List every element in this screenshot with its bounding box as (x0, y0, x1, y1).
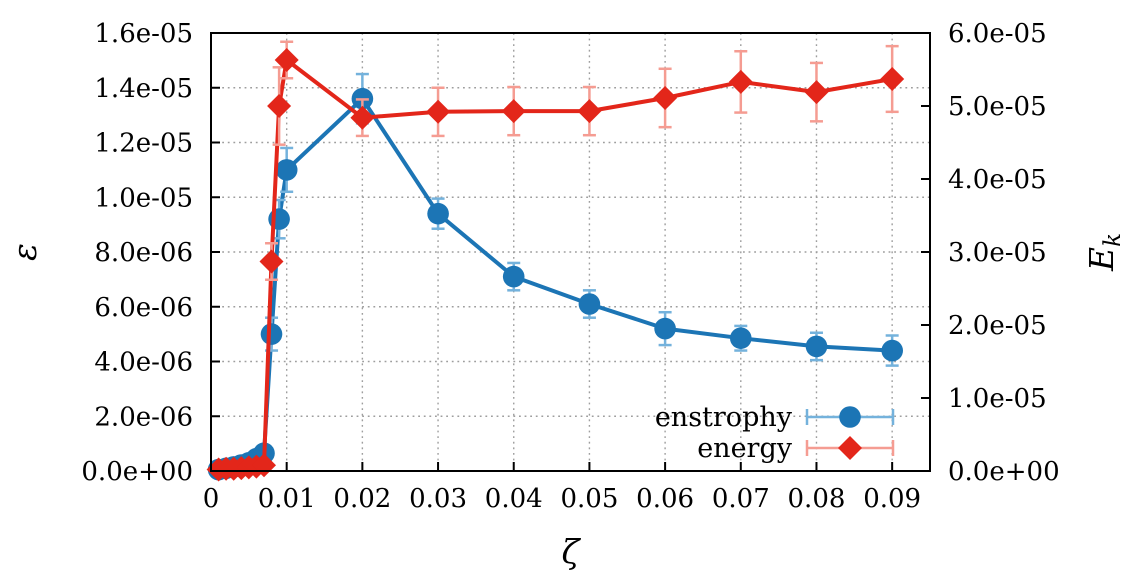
legend-marker-circle (839, 406, 861, 428)
y-tick-label: 1.0e-05 (94, 183, 193, 213)
x-tick-label: 0.08 (788, 484, 846, 514)
x-tick-label: 0.01 (258, 484, 316, 514)
energy-series (206, 40, 905, 482)
data-point-diamond (728, 69, 753, 94)
x-tick-label: 0.07 (712, 484, 770, 514)
y2-tick-label: 3.0e-05 (948, 238, 1047, 268)
y2-tick-label: 1.0e-05 (948, 384, 1047, 414)
y-tick-label: 6.0e-06 (94, 293, 193, 323)
tick-labels: 0 0.01 0.02 0.03 0.04 0.05 0.06 0.07 0.08 0.09 0.0… (81, 19, 1059, 514)
y-axis-label: ε (5, 243, 44, 261)
plot-border (210, 32, 931, 472)
data-point-circle (730, 327, 752, 350)
data-point-diamond (501, 99, 526, 124)
y2-tick-label: 6.0e-05 (948, 19, 1047, 49)
y-tick-label: 4.0e-06 (94, 348, 193, 378)
y-tick-label: 1.6e-05 (94, 19, 193, 49)
data-point-diamond (804, 80, 829, 105)
legend-label-enstrophy: enstrophy (655, 402, 793, 433)
y-tick-label: 1.4e-05 (94, 74, 193, 104)
enstrophy-error-bars (212, 72, 899, 472)
data-point-diamond (880, 67, 905, 91)
data-point-circle (275, 159, 298, 181)
data-point-circle (427, 202, 449, 225)
x-tick-label: 0.03 (409, 484, 467, 514)
grid-lines (211, 33, 930, 471)
data-point-circle (881, 339, 903, 362)
x-tick-label: 0 (203, 484, 220, 514)
legend-marker-diamond (838, 436, 862, 460)
y-tick-label: 0.0e+00 (81, 457, 193, 487)
data-point-diamond (426, 99, 451, 124)
y2-axis-label: Ek (1082, 233, 1126, 272)
data-point-circle (805, 335, 828, 358)
data-point-diamond (577, 99, 602, 124)
y-tick-label: 1.2e-05 (94, 129, 193, 159)
data-point-diamond (350, 105, 375, 130)
data-point-diamond (653, 86, 678, 110)
data-point-circle (654, 317, 676, 340)
x-axis-label: ζ (562, 532, 582, 571)
energy-markers (206, 48, 905, 482)
energy-error-bars (212, 40, 899, 473)
data-point-circle (502, 265, 525, 288)
data-point-circle (260, 323, 283, 345)
y-tick-label: 8.0e-06 (94, 238, 193, 268)
x-tick-label: 0.04 (485, 484, 543, 514)
y2-tick-label: 4.0e-05 (948, 165, 1047, 195)
data-point-diamond (274, 48, 299, 72)
y2-tick-label: 5.0e-05 (948, 92, 1047, 122)
data-point-circle (578, 293, 601, 315)
legend-label-energy: energy (697, 433, 793, 464)
x-tick-label: 0.02 (333, 484, 391, 514)
enstrophy-series (207, 72, 903, 481)
y2-tick-label: 2.0e-05 (948, 311, 1047, 341)
x-tick-label: 0.09 (863, 484, 921, 514)
x-tick-label: 0.05 (560, 484, 618, 514)
x-tick-label: 0.06 (636, 484, 694, 514)
y2-tick-label: 0.0e+00 (948, 457, 1060, 487)
data-point-diamond (259, 249, 284, 274)
data-point-diamond (267, 94, 292, 118)
y-tick-label: 2.0e-06 (94, 402, 193, 432)
